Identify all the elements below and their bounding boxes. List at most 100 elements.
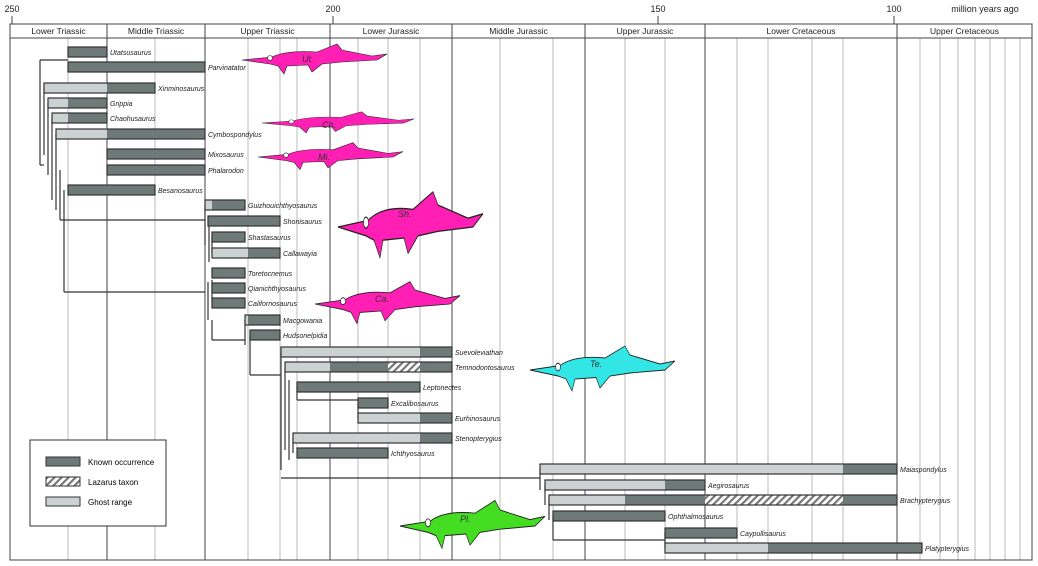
bar-outline bbox=[664, 542, 923, 554]
ghost-range-bar bbox=[665, 543, 768, 553]
bar-outline bbox=[211, 297, 246, 309]
eye bbox=[363, 216, 369, 229]
taxon-row: Aegirosaurus bbox=[544, 479, 750, 491]
known-range-bar bbox=[248, 315, 280, 325]
silhouette-label: Sh. bbox=[398, 209, 412, 219]
known-range-bar bbox=[420, 413, 452, 423]
bar-outline bbox=[207, 215, 281, 227]
bar-outline bbox=[296, 381, 421, 393]
ichthyosaur-silhouette-icon bbox=[241, 43, 388, 75]
period-label: Lower Jurassic bbox=[363, 26, 420, 36]
taxon-label: Brachypterygius bbox=[900, 498, 951, 505]
legend-ghost-swatch bbox=[45, 496, 81, 507]
legend-known-swatch bbox=[45, 456, 81, 467]
silhouette-shape bbox=[257, 142, 404, 171]
known-range-bar bbox=[843, 464, 897, 474]
taxon-label: Temnodontosaurus bbox=[455, 365, 515, 372]
taxon-label: Caypullisaurus bbox=[740, 531, 786, 538]
lazarus-range-bar bbox=[705, 495, 843, 505]
bar-outline bbox=[67, 184, 156, 196]
silhouette-label: Pl. bbox=[460, 514, 471, 524]
period-label: Lower Cretaceous bbox=[767, 26, 836, 36]
ghost-range-bar bbox=[44, 83, 107, 93]
taxon-label: Callawayia bbox=[283, 251, 317, 258]
taxon-row: Shonisaurus bbox=[207, 215, 322, 227]
known-range-bar bbox=[212, 298, 245, 308]
eye bbox=[267, 55, 273, 61]
bar-outline bbox=[292, 432, 453, 444]
taxon-row: Guizhouichthyosaurus bbox=[204, 199, 318, 211]
known-range-bar bbox=[212, 232, 245, 242]
known-range-bar bbox=[768, 543, 922, 553]
known-range-bar bbox=[208, 216, 280, 226]
bar-outline bbox=[51, 112, 108, 124]
silhouette-label: Mi. bbox=[318, 152, 330, 162]
period-label: Upper Cretaceous bbox=[930, 26, 999, 36]
ichthyosaur-silhouette-icon bbox=[399, 499, 546, 550]
ichthyosaur-silhouette-icon bbox=[314, 281, 461, 325]
known-range-bar bbox=[625, 495, 705, 505]
silhouette-shape bbox=[261, 111, 415, 134]
ichthyosaur-silhouette-icon bbox=[529, 345, 676, 392]
known-range-bar bbox=[248, 248, 280, 258]
taxon-row: Caypullisaurus bbox=[664, 527, 786, 539]
ichthyosaur-silhouette-icon bbox=[257, 142, 404, 171]
taxon-row: Callawayia bbox=[211, 247, 317, 259]
taxon-row: Stenopterygius bbox=[292, 432, 502, 444]
bar-outline bbox=[67, 61, 206, 73]
taxon-row: Hudsonelpidia bbox=[249, 329, 327, 341]
taxon-row: Maiaspondylus bbox=[539, 463, 947, 475]
taxon-row: Leptonectes bbox=[296, 381, 462, 393]
taxon-row: Chaohusaurus bbox=[51, 112, 156, 124]
taxon-row: Mixosaurus bbox=[106, 148, 244, 160]
taxon-row: Californosaurus bbox=[211, 297, 298, 309]
bar-outline bbox=[249, 329, 281, 341]
known-range-bar bbox=[843, 495, 897, 505]
legend: Known occurrence Lazarus taxon Ghost ran… bbox=[29, 439, 167, 527]
taxon-row: Ichthyosaurus bbox=[296, 447, 435, 459]
ghost-range-bar bbox=[52, 113, 68, 123]
ghost-range-bar bbox=[48, 98, 68, 108]
eye bbox=[555, 362, 561, 372]
known-range-bar bbox=[68, 185, 155, 195]
taxon-label: Macgowania bbox=[283, 318, 322, 325]
plot-frame bbox=[9, 23, 1033, 561]
silhouette-shape bbox=[399, 499, 546, 550]
legend-known-label: Known occurrence bbox=[88, 458, 155, 467]
bar-outline bbox=[43, 82, 156, 94]
taxon-label: Utatsusaurus bbox=[110, 50, 152, 57]
taxon-label: Suevoleviathan bbox=[455, 350, 503, 357]
bar-outline bbox=[211, 231, 246, 243]
bar-outline bbox=[244, 314, 281, 326]
taxon-label: Chaohusaurus bbox=[110, 116, 156, 123]
bar-outline bbox=[280, 346, 453, 358]
known-range-bar bbox=[68, 98, 107, 108]
taxon-row: Cymbospondylus bbox=[55, 128, 262, 140]
bar-outline bbox=[552, 510, 666, 522]
legend-ghost-label: Ghost range bbox=[88, 498, 133, 507]
taxon-label: Guizhouichthyosaurus bbox=[248, 203, 318, 210]
axis-tick-label: 150 bbox=[650, 4, 665, 14]
taxon-row: Phalarodon bbox=[106, 164, 244, 176]
taxon-row: Platypterygius bbox=[664, 542, 969, 554]
taxon-row: Parvinatator bbox=[67, 61, 246, 73]
known-range-bar bbox=[68, 62, 205, 72]
bar-outline bbox=[55, 128, 206, 140]
taxon-label: Parvinatator bbox=[208, 65, 246, 72]
silhouette-label: Te. bbox=[590, 359, 602, 369]
known-range-bar bbox=[358, 398, 388, 408]
taxon-label: Shonisaurus bbox=[283, 219, 322, 226]
period-label: Middle Jurassic bbox=[489, 26, 548, 36]
ichthyosaur-silhouette-icon bbox=[337, 191, 484, 260]
bar-outline bbox=[357, 397, 389, 409]
taxon-label: Grippia bbox=[110, 101, 133, 108]
known-range-bar bbox=[420, 433, 452, 443]
period-header: Lower Triassic Middle Triassic Upper Trias… bbox=[4, 4, 1032, 39]
silhouette-label: Ch. bbox=[322, 120, 336, 130]
taxon-row: Brachypterygius bbox=[548, 494, 951, 506]
ghost-range-bar bbox=[56, 129, 107, 139]
bar-outline bbox=[47, 97, 108, 109]
known-range-bar bbox=[212, 268, 245, 278]
period-label: Upper Jurassic bbox=[617, 26, 674, 36]
taxon-label: Leptonectes bbox=[423, 385, 462, 392]
